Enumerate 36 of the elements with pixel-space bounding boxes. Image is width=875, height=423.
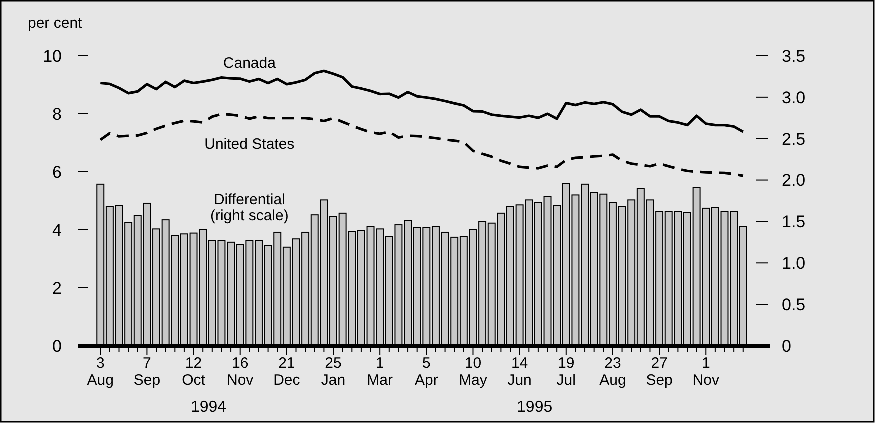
y2-tick-label: 3.5 (782, 46, 806, 66)
x-tick-label: 27 Sep (646, 355, 673, 389)
y-axis-title: per cent (28, 15, 84, 32)
x-tick-label: 16 Nov (227, 355, 254, 389)
y2-tick-label: 0 (782, 336, 792, 356)
series-label: Differential (right scale) (210, 191, 289, 224)
y2-tick-label: 3.0 (782, 88, 806, 108)
x-tick-label: 1 Mar (367, 355, 394, 389)
x-tick-label: 7 Sep (134, 355, 161, 389)
x-tick-label: 23 Aug (600, 355, 626, 389)
y2-tick-label: 2.5 (782, 130, 806, 149)
x-tick-label: 12 Oct (182, 355, 206, 389)
y-tick-label: 10 (43, 46, 62, 66)
y-tick-label: 0 (52, 336, 62, 356)
line-series (99, 70, 745, 134)
y2-tick-label: 1.5 (782, 212, 806, 232)
x-tick-label: 1 Nov (692, 355, 720, 389)
x-tick-label: 5 Apr (414, 355, 438, 389)
series-label: Canada (223, 54, 277, 72)
x-tick-label: 25 Jan (321, 355, 346, 389)
text: 1995 (517, 399, 553, 416)
y-tick-label: 2 (52, 278, 62, 298)
x-tick-label: 3 Aug (87, 355, 114, 389)
y-tick-label: 4 (52, 220, 62, 240)
x-tick-label: 21 Dec (274, 355, 301, 389)
y2-tick-label: 2.0 (782, 171, 806, 190)
y2-tick-label: 1.0 (782, 254, 806, 274)
series-label: United States (204, 136, 295, 153)
x-tick-label: 19 Jul (556, 355, 576, 389)
y2-tick-label: 0.5 (782, 296, 806, 315)
y-tick-label: 8 (52, 104, 62, 124)
x-tick-label: 10 May (459, 355, 488, 389)
line-series (99, 112, 745, 178)
y-tick-label: 6 (52, 162, 62, 182)
x-tick-label: 14 Jun (508, 355, 532, 389)
text: 1994 (190, 399, 227, 416)
